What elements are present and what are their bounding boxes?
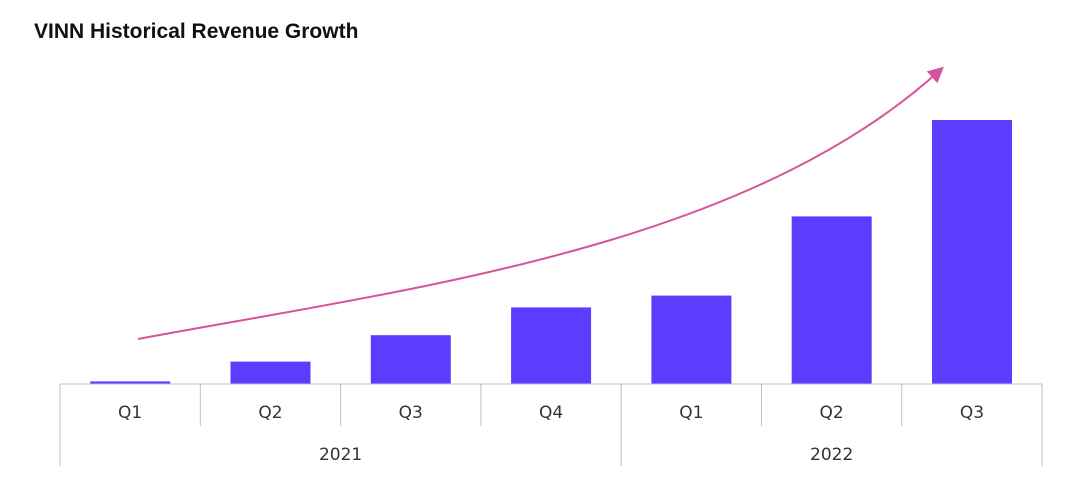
bar-7 xyxy=(932,120,1012,384)
category-label: Q2 xyxy=(258,403,282,423)
category-label: Q1 xyxy=(118,403,142,423)
bar-2 xyxy=(230,361,311,384)
bar-5 xyxy=(651,295,732,384)
chart-title: VINN Historical Revenue Growth xyxy=(34,20,359,43)
category-label: Q2 xyxy=(820,403,844,423)
category-label: Q1 xyxy=(679,403,703,423)
bar-4 xyxy=(511,307,592,384)
category-label: Q3 xyxy=(960,403,984,423)
group-label: 2021 xyxy=(319,445,362,465)
bar-6 xyxy=(791,216,872,384)
category-label: Q4 xyxy=(539,403,563,423)
trend-arrow xyxy=(137,66,944,340)
bar-1 xyxy=(90,381,171,384)
bars-layer xyxy=(90,120,1012,384)
category-axis: Q1 Q2 Q3 Q4 Q1 Q2 Q3 2021 2022 xyxy=(59,383,1043,466)
group-label: 2022 xyxy=(810,445,853,465)
bar-3 xyxy=(370,335,451,384)
category-label: Q3 xyxy=(399,403,423,423)
